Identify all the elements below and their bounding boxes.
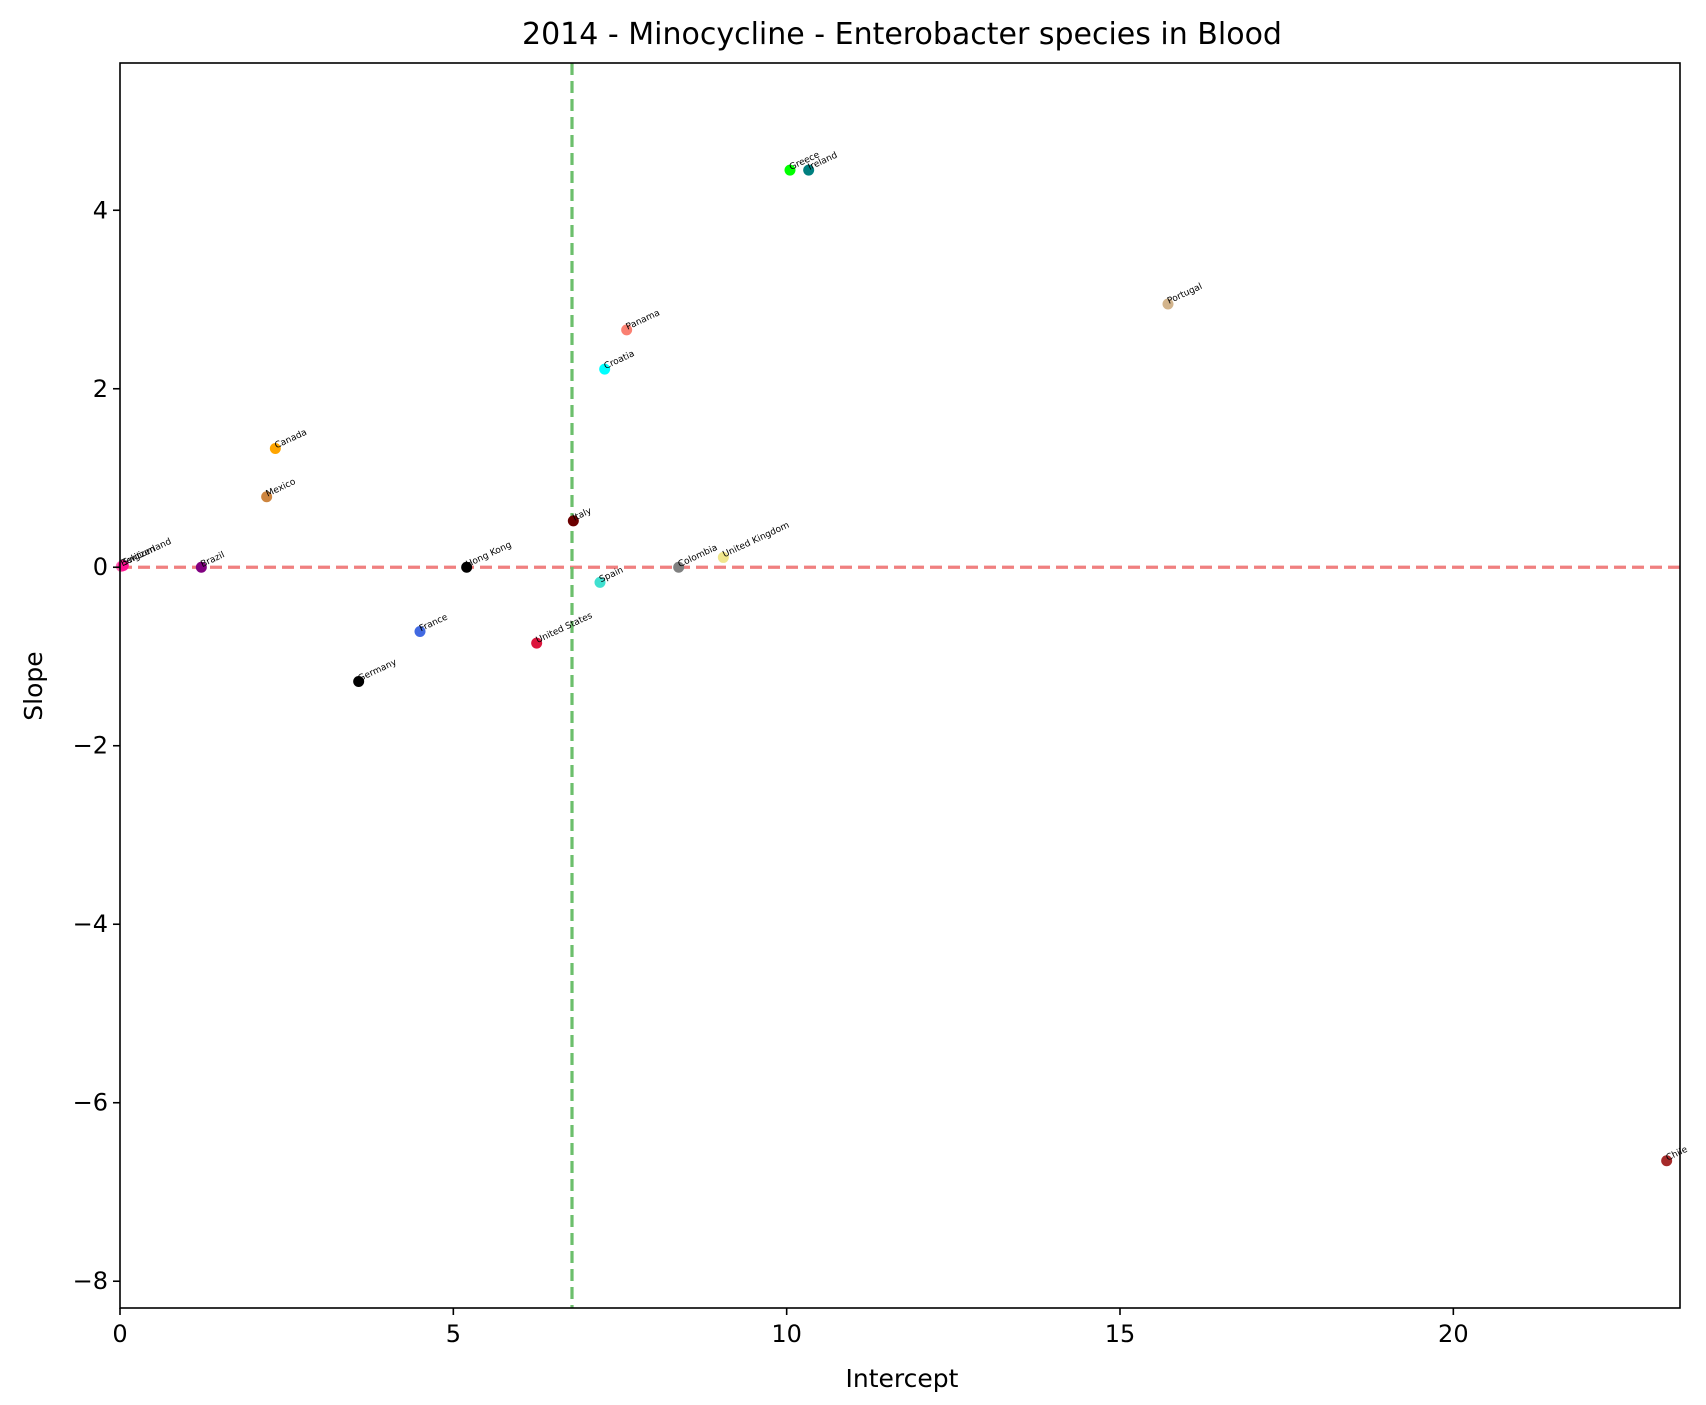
point-label: Chile xyxy=(1665,1145,1690,1164)
point-label: United States xyxy=(535,611,595,646)
data-point xyxy=(567,515,579,527)
y-tick-label: 2 xyxy=(93,375,108,403)
data-point xyxy=(673,561,685,573)
y-tick-label: −4 xyxy=(73,910,108,938)
data-point xyxy=(414,626,426,638)
data-point xyxy=(599,363,611,375)
x-tick-label: 20 xyxy=(1438,1320,1469,1348)
data-point xyxy=(1661,1155,1673,1167)
data-point xyxy=(803,164,815,176)
data-point xyxy=(1162,298,1174,310)
x-tick-label: 10 xyxy=(771,1320,802,1348)
point-label: Germany xyxy=(357,657,399,684)
data-point xyxy=(594,576,606,588)
point-label: Mexico xyxy=(265,477,298,500)
x-tick-label: 5 xyxy=(446,1320,461,1348)
point-label: Portugal xyxy=(1166,282,1204,307)
data-point xyxy=(621,324,633,336)
data-point xyxy=(784,164,796,176)
y-axis-label: Slope xyxy=(19,651,48,720)
y-tick-label: 0 xyxy=(93,553,108,581)
point-label: Croatia xyxy=(603,349,637,372)
point-label: Canada xyxy=(273,428,308,452)
data-point xyxy=(353,675,365,687)
point-label: Hong Kong xyxy=(465,540,514,570)
y-tick-label: −8 xyxy=(73,1267,108,1295)
y-tick-label: 4 xyxy=(93,196,108,224)
point-label: United Kingdom xyxy=(721,521,791,561)
data-point xyxy=(461,561,473,573)
data-point xyxy=(717,551,729,563)
data-point xyxy=(195,561,207,573)
x-tick-label: 15 xyxy=(1105,1320,1136,1348)
reference-lines xyxy=(120,63,1680,1308)
x-axis-label: Intercept xyxy=(846,1364,959,1393)
data-points xyxy=(115,164,1673,1167)
data-point xyxy=(531,637,543,649)
point-label: Switzerland xyxy=(121,537,173,568)
point-label: France xyxy=(418,612,450,634)
data-point xyxy=(269,443,281,455)
plot-frame xyxy=(119,62,1681,1309)
point-label: Panama xyxy=(625,308,662,332)
point-label: Italy xyxy=(571,506,594,524)
data-point xyxy=(261,491,273,503)
chart-title: 2014 - Minocycline - Enterobacter specie… xyxy=(522,17,1282,52)
y-tick-label: −6 xyxy=(73,1089,108,1117)
y-tick-label: −2 xyxy=(73,732,108,760)
x-tick-label: 0 xyxy=(112,1320,127,1348)
